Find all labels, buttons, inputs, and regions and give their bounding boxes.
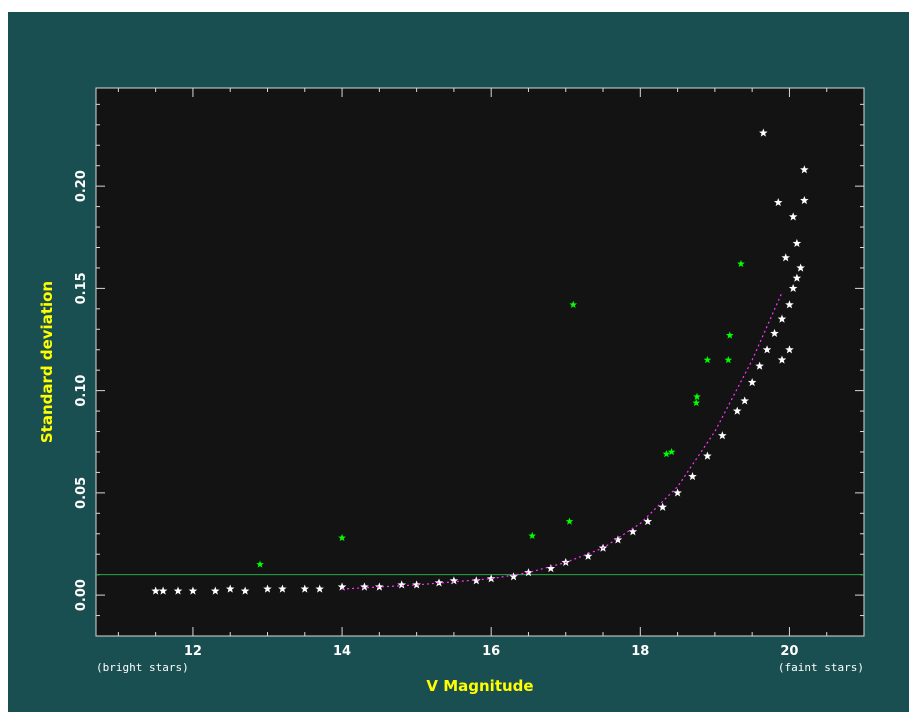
white-star-point: [375, 582, 384, 591]
ticks-layer: [96, 88, 865, 636]
green-star-point: [565, 517, 574, 525]
green-star-point: [667, 447, 676, 456]
labels-layer: 12 14 16 18 20 0.00 0.05 0.10 0.15 0.20: [74, 170, 798, 659]
white-star-point: [240, 586, 250, 595]
white-star-point: [747, 377, 757, 387]
white-star-point: [628, 527, 638, 536]
green-star-point: [692, 398, 701, 407]
white-star-point: [762, 345, 772, 354]
white-star-point: [688, 472, 697, 481]
white-star-point: [759, 128, 768, 137]
white-star-point: [673, 488, 682, 497]
x-note-right: (faint stars): [778, 661, 864, 674]
green-star-point: [662, 450, 671, 458]
green-star-point: [725, 331, 734, 339]
white-star-point: [740, 396, 749, 405]
white-star-point: [315, 584, 324, 593]
white-star-point: [151, 586, 160, 595]
x-tick-label: 20: [780, 644, 798, 659]
green-star-point: [737, 259, 745, 268]
white-star-point: [360, 582, 369, 591]
trend-curve: [342, 292, 783, 590]
plot-area: [95, 87, 865, 637]
white-star-point: [643, 516, 653, 526]
green-star-point: [528, 531, 536, 540]
y-tick-label: 0.15: [74, 272, 89, 304]
y-tick-label: 0.10: [74, 375, 89, 407]
white-star-point: [800, 165, 809, 174]
white-star-point: [509, 572, 518, 581]
green-star-point: [338, 533, 346, 542]
white-star-point: [781, 253, 790, 262]
x-axis-title: V Magnitude: [426, 677, 533, 695]
white-star-point: [434, 578, 444, 587]
trend-curve-layer: [342, 292, 783, 590]
white-star-point: [777, 314, 787, 323]
white-star-point: [486, 574, 496, 583]
white-star-point: [300, 584, 310, 593]
white-star-point: [718, 431, 727, 440]
white-star-point: [755, 361, 764, 370]
white-star-point: [583, 551, 593, 560]
white-star-point: [792, 238, 802, 248]
white-star-point: [785, 345, 794, 354]
plot-frame: 12 14 16 18 20 0.00 0.05 0.10 0.15 0.20 V Magnitu…: [8, 12, 909, 712]
white-star-point: [800, 195, 809, 205]
y-axis-title: Standard deviation: [38, 281, 56, 443]
white-star-point: [337, 582, 347, 591]
white-star-point: [732, 406, 742, 415]
green-star-point: [693, 392, 701, 400]
chart-svg: 12 14 16 18 20 0.00 0.05 0.10 0.15 0.20 V Magnitu…: [38, 87, 865, 695]
y-tick-label: 0.20: [74, 170, 89, 202]
white-star-point: [658, 502, 667, 511]
white-star-point: [546, 564, 556, 573]
white-star-point: [449, 576, 459, 585]
y-tick-label: 0.05: [74, 477, 89, 509]
white-star-point: [770, 328, 779, 338]
white-star-point: [792, 273, 802, 282]
white-star-point: [397, 580, 406, 589]
y-tick-label: 0.00: [74, 579, 89, 611]
x-tick-label: 18: [631, 644, 649, 659]
white-star-point: [777, 355, 787, 364]
white-star-point: [796, 263, 805, 272]
white-star-point: [471, 576, 481, 585]
white-star-point: [263, 584, 272, 593]
white-star-point: [773, 198, 783, 207]
white-star-point: [788, 283, 798, 293]
white-star-point: [788, 212, 798, 221]
green-points-layer: [256, 259, 745, 568]
x-tick-label: 16: [482, 644, 500, 659]
x-note-left: (bright stars): [96, 661, 189, 674]
white-star-point: [188, 586, 198, 595]
white-star-point: [412, 580, 421, 589]
x-tick-label: 12: [184, 644, 202, 659]
white-star-point: [278, 584, 287, 593]
green-star-point: [256, 560, 264, 568]
white-star-point: [173, 586, 183, 595]
white-star-point: [225, 584, 235, 593]
white-star-point: [785, 300, 794, 309]
green-star-point: [569, 300, 578, 308]
green-star-point: [724, 355, 733, 364]
white-star-point: [524, 568, 533, 577]
white-star-point: [211, 586, 220, 595]
white-star-point: [158, 586, 168, 595]
white-star-point: [613, 535, 623, 544]
white-star-point: [703, 451, 712, 460]
green-star-point: [703, 355, 712, 364]
x-tick-label: 14: [333, 644, 351, 659]
